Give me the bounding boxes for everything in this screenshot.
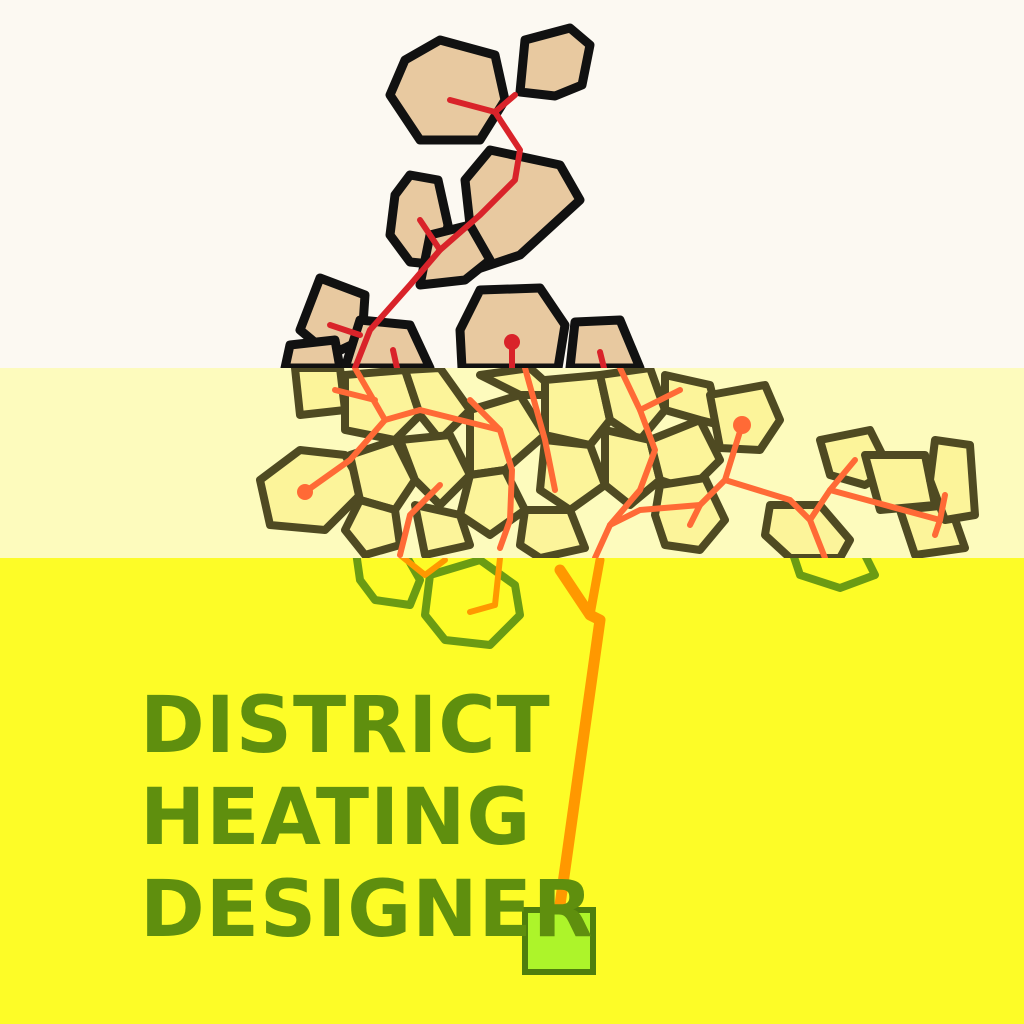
building xyxy=(385,35,510,145)
building xyxy=(341,496,404,558)
pipe xyxy=(397,482,443,558)
building xyxy=(541,371,614,449)
title-line-1: DISTRICT xyxy=(140,681,551,771)
building xyxy=(346,436,419,514)
building xyxy=(926,436,979,524)
building xyxy=(396,431,474,509)
pipe xyxy=(302,417,388,495)
building xyxy=(421,558,524,649)
pipe xyxy=(687,422,745,528)
pipe xyxy=(597,349,607,368)
bottom-layer xyxy=(352,558,879,975)
middle-layer xyxy=(256,368,979,558)
pipe xyxy=(722,477,828,558)
building xyxy=(280,335,345,368)
pipe xyxy=(417,407,515,551)
pipe xyxy=(637,387,683,413)
building xyxy=(455,283,570,368)
building xyxy=(401,368,474,444)
pipe xyxy=(327,322,363,338)
pipe xyxy=(417,217,443,253)
pipe xyxy=(390,347,400,368)
building xyxy=(352,558,424,609)
pipe xyxy=(937,492,948,523)
pipe xyxy=(607,502,703,528)
top-pipes xyxy=(327,92,607,368)
main-pipe-branch xyxy=(585,558,605,620)
pipe xyxy=(467,558,503,615)
pipe xyxy=(332,387,378,403)
top-buildings xyxy=(280,23,645,368)
pipe xyxy=(592,368,658,558)
building xyxy=(515,23,595,101)
app-title: DISTRICT HEATING DESIGNER xyxy=(140,680,594,956)
main-pipe xyxy=(554,564,606,911)
pipe xyxy=(398,558,448,578)
building xyxy=(460,145,585,275)
bottom-band xyxy=(0,558,1024,1024)
building xyxy=(596,368,669,444)
substation xyxy=(733,416,751,434)
pipe xyxy=(522,368,558,493)
bottom-buildings xyxy=(352,558,879,649)
title-line-3: DESIGNER xyxy=(140,865,594,955)
building xyxy=(411,501,474,558)
building xyxy=(516,506,589,558)
substation xyxy=(297,484,313,500)
title-line-2: HEATING xyxy=(140,773,532,863)
building xyxy=(565,315,645,368)
pipe xyxy=(352,109,523,368)
building xyxy=(761,501,854,558)
substation xyxy=(504,334,520,350)
top-layer xyxy=(280,23,645,368)
building xyxy=(456,466,529,539)
building xyxy=(790,558,879,592)
heating-plant-icon xyxy=(522,907,596,975)
bottom-pipes xyxy=(398,558,606,911)
middle-pipes xyxy=(302,368,948,558)
pipe xyxy=(467,397,503,433)
building xyxy=(295,273,370,360)
building xyxy=(601,426,664,509)
